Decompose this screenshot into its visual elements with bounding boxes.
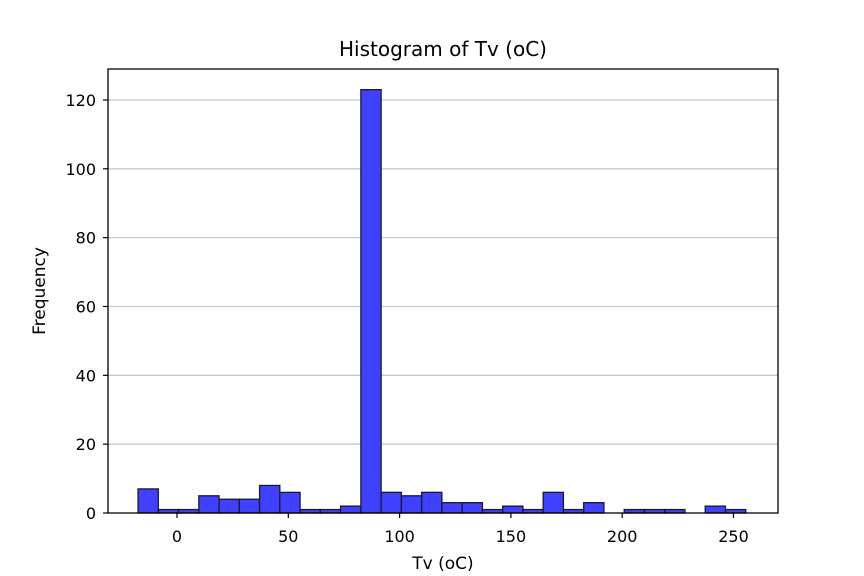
x-tick-label: 0 <box>172 527 182 546</box>
y-tick-label: 20 <box>76 435 96 454</box>
histogram-bar <box>542 491 565 514</box>
y-tick-label: 80 <box>76 229 96 248</box>
x-tick-label: 100 <box>384 527 415 546</box>
y-axis-ticks: 0 20 40 60 80 100 120 <box>65 91 108 523</box>
x-tick-label: 200 <box>607 527 638 546</box>
y-gridlines <box>108 99 778 445</box>
y-tick-label: 100 <box>65 160 96 179</box>
histogram-bar <box>360 89 382 514</box>
histogram-bar <box>238 498 261 514</box>
histogram-bar <box>279 491 301 514</box>
histogram-bar <box>441 502 463 514</box>
histogram-bar <box>420 491 443 514</box>
histogram-bar <box>704 505 727 514</box>
plot-frame <box>107 68 779 514</box>
histogram-bar <box>218 498 240 514</box>
x-tick-label: 150 <box>496 527 527 546</box>
y-tick-label: 0 <box>86 504 96 523</box>
histogram-bar <box>380 491 403 514</box>
x-tick-label: 250 <box>718 527 749 546</box>
x-axis-ticks: 0 50 100 150 200 250 <box>172 513 749 546</box>
chart-title: Histogram of Tv (oC) <box>339 37 547 61</box>
histogram-bar <box>339 505 362 514</box>
y-axis-label: Frequency <box>30 247 50 335</box>
histogram-bar <box>502 505 524 514</box>
histogram-bar <box>583 502 605 514</box>
histogram-bar <box>461 502 484 514</box>
x-axis-label: Tv (oC) <box>411 554 473 574</box>
y-tick-label: 60 <box>76 297 96 316</box>
histogram-bar <box>258 484 281 514</box>
histogram-bar <box>400 495 423 514</box>
histogram-bar <box>198 495 220 514</box>
histogram-bars <box>137 89 747 514</box>
histogram-bar <box>137 488 159 514</box>
y-tick-label: 40 <box>76 366 96 385</box>
x-tick-label: 50 <box>278 527 298 546</box>
y-tick-label: 120 <box>65 91 96 110</box>
